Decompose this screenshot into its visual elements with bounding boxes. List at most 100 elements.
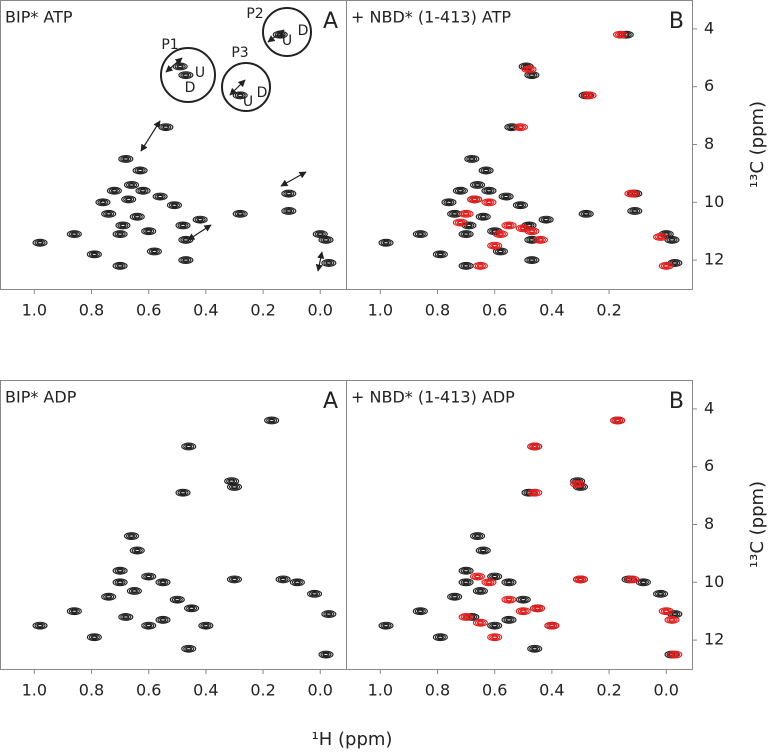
- x-tick-label: 0.2: [250, 681, 275, 700]
- peak: [532, 235, 548, 244]
- contour-line: [192, 215, 208, 224]
- contour-line: [472, 261, 488, 270]
- contour-line: [132, 166, 148, 175]
- contour-line: [503, 596, 515, 603]
- contour-line: [170, 203, 179, 208]
- contour-line: [458, 566, 474, 575]
- contour-line: [129, 212, 145, 221]
- contour-line: [529, 489, 541, 496]
- contour-line: [95, 198, 111, 207]
- contour-line: [671, 260, 679, 266]
- peak: [487, 241, 503, 250]
- contour-line: [519, 609, 527, 614]
- contour-line: [483, 579, 495, 586]
- contour-line: [519, 597, 527, 602]
- contour-line: [469, 572, 486, 581]
- contour-line: [487, 241, 503, 250]
- contour-line: [451, 211, 459, 216]
- contour-line: [382, 240, 390, 245]
- contour-line: [480, 167, 492, 174]
- contour-line: [320, 236, 332, 243]
- annotation: P1: [161, 37, 178, 53]
- contour-line: [481, 186, 497, 195]
- peak: [521, 65, 537, 74]
- contour-line: [114, 567, 126, 574]
- contour-line: [120, 614, 132, 620]
- contour-line: [546, 622, 558, 629]
- contour-line: [154, 193, 166, 200]
- annotation: P3: [231, 45, 248, 61]
- contour-line: [532, 235, 548, 244]
- contour-line: [412, 607, 428, 616]
- contour-line: [308, 590, 321, 597]
- contour-line: [66, 230, 82, 239]
- contour-line: [182, 258, 190, 263]
- contour-line: [476, 620, 484, 625]
- contour-line: [519, 226, 527, 231]
- contour-line: [116, 263, 124, 268]
- contour-line: [629, 208, 641, 214]
- annotation: P2: [246, 6, 263, 22]
- y-axis-label: ¹³C (ppm): [747, 101, 768, 188]
- contour-line: [483, 199, 495, 206]
- contour-line: [469, 532, 486, 541]
- contour-line: [449, 593, 461, 600]
- panel-title: BIP* ATP: [5, 8, 73, 27]
- peak: [32, 621, 48, 630]
- contour-line: [498, 192, 514, 201]
- contour-line: [103, 210, 115, 217]
- peak: [472, 618, 488, 627]
- contour-line: [173, 597, 181, 602]
- contour-line: [380, 622, 392, 629]
- contour-line: [616, 32, 625, 37]
- contour-line: [491, 635, 499, 640]
- contour-line: [106, 186, 122, 195]
- peak: [181, 644, 197, 653]
- contour-line: [310, 591, 319, 596]
- contour-line: [32, 238, 48, 247]
- contour-line: [127, 182, 136, 188]
- contour-line: [626, 190, 638, 197]
- peak: [578, 209, 594, 218]
- contour-line: [667, 650, 683, 659]
- x-tick-label: 1.0: [368, 681, 393, 700]
- peak: [492, 230, 508, 239]
- peak: [192, 215, 208, 224]
- peak: [467, 195, 483, 204]
- contour-line: [475, 546, 491, 555]
- contour-line: [276, 32, 284, 37]
- peak: [610, 416, 626, 425]
- panel-title: + NBD* (1-413) ADP: [351, 388, 515, 407]
- peak: [378, 238, 394, 247]
- peak: [447, 592, 463, 601]
- contour-line: [378, 621, 394, 630]
- contour-line: [529, 645, 541, 652]
- contour-line: [478, 166, 494, 175]
- contour-line: [572, 575, 589, 584]
- contour-line: [610, 416, 626, 425]
- peak: [530, 604, 546, 613]
- contour-line: [489, 634, 501, 641]
- contour-line: [462, 263, 470, 268]
- contour-line: [120, 155, 132, 162]
- peak: [501, 578, 517, 587]
- contour-line: [200, 622, 212, 629]
- contour-line: [628, 191, 636, 196]
- contour-line: [452, 218, 468, 227]
- contour-line: [585, 93, 593, 98]
- contour-line: [626, 576, 638, 583]
- peak: [232, 209, 248, 218]
- peak: [458, 578, 474, 587]
- contour-line: [662, 263, 670, 268]
- peak: [121, 195, 137, 204]
- contour-line: [114, 231, 126, 238]
- peak: [432, 250, 448, 259]
- contour-line: [187, 606, 196, 611]
- contour-line: [103, 593, 115, 600]
- peak: [306, 589, 323, 598]
- contour-line: [136, 168, 144, 173]
- contour-line: [481, 578, 497, 587]
- contour-line: [125, 197, 133, 202]
- contour-line: [176, 64, 184, 69]
- contour-line: [34, 622, 46, 629]
